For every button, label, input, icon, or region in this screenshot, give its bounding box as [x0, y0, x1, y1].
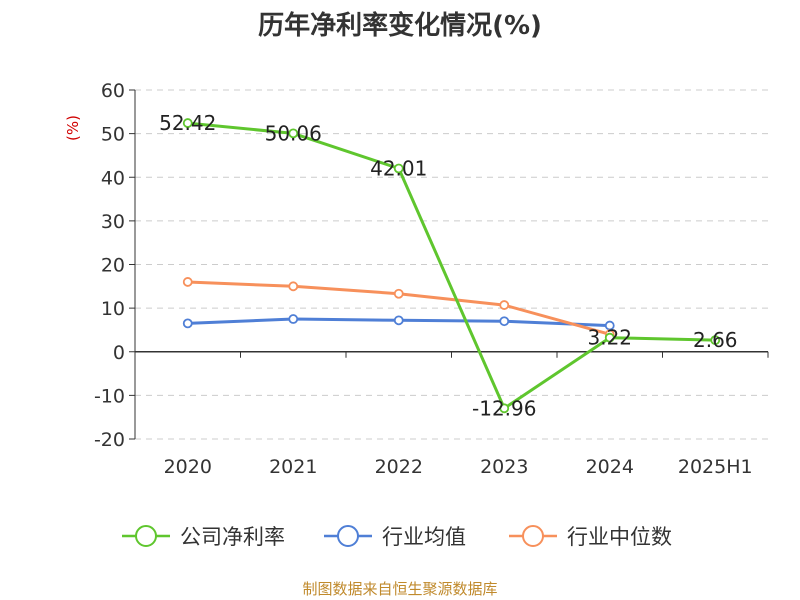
data-point — [184, 319, 192, 327]
legend-label: 公司净利率 — [180, 525, 285, 549]
data-point — [500, 301, 508, 309]
legend-item-2: 行业中位数 — [509, 525, 672, 549]
x-tick-label: 2025H1 — [678, 456, 753, 478]
source-note: 制图数据来自恒生聚源数据库 — [302, 580, 497, 598]
series-layer — [184, 119, 720, 412]
x-tick-label: 2023 — [480, 456, 528, 478]
data-point — [395, 290, 403, 298]
data-labels: 52.42 50.06 42.01 -12.96 3.22 2.66 — [159, 111, 737, 420]
y-tick-label: 30 — [101, 211, 125, 233]
data-label: 3.22 — [587, 326, 632, 350]
grid-lines — [135, 90, 768, 439]
y-tick-label: 0 — [113, 342, 125, 364]
data-point — [289, 315, 297, 323]
y-tick-label: -10 — [94, 385, 125, 407]
legend-marker — [523, 526, 543, 546]
data-point — [184, 278, 192, 286]
series-0 — [184, 119, 720, 412]
data-point — [500, 317, 508, 325]
data-label: 50.06 — [265, 121, 322, 145]
x-tick-label: 2022 — [375, 456, 423, 478]
data-label: 52.42 — [159, 111, 216, 135]
y-tick-label: 20 — [101, 255, 125, 277]
legend-label: 行业中位数 — [567, 525, 672, 549]
x-tick-label: 2024 — [586, 456, 634, 478]
x-tick-label: 2021 — [269, 456, 317, 478]
series-line — [188, 123, 716, 408]
legend-label: 行业均值 — [382, 525, 466, 549]
y-tick-label: 50 — [101, 124, 125, 146]
y-axis-unit-label: (%) — [64, 115, 82, 141]
legend: 公司净利率 行业均值 行业中位数 — [122, 525, 672, 549]
y-tick-label: 60 — [101, 80, 125, 102]
data-point — [395, 316, 403, 324]
data-label: -12.96 — [472, 396, 536, 420]
x-tick-label: 2020 — [164, 456, 212, 478]
chart-title: 历年净利率变化情况(%) — [258, 10, 542, 41]
legend-marker — [136, 526, 156, 546]
y-tick-label: 40 — [101, 167, 125, 189]
legend-marker — [338, 526, 358, 546]
axes: -20 -10 0 10 20 30 40 50 60 2020 2021 2022 2023 2024 2… — [94, 80, 768, 478]
y-tick-label: -20 — [94, 429, 125, 451]
legend-item-1: 行业均值 — [324, 525, 466, 549]
data-point — [289, 282, 297, 290]
y-tick-label: 10 — [101, 298, 125, 320]
data-label: 42.01 — [370, 156, 427, 180]
data-label: 2.66 — [693, 328, 738, 352]
legend-item-0: 公司净利率 — [122, 525, 285, 549]
